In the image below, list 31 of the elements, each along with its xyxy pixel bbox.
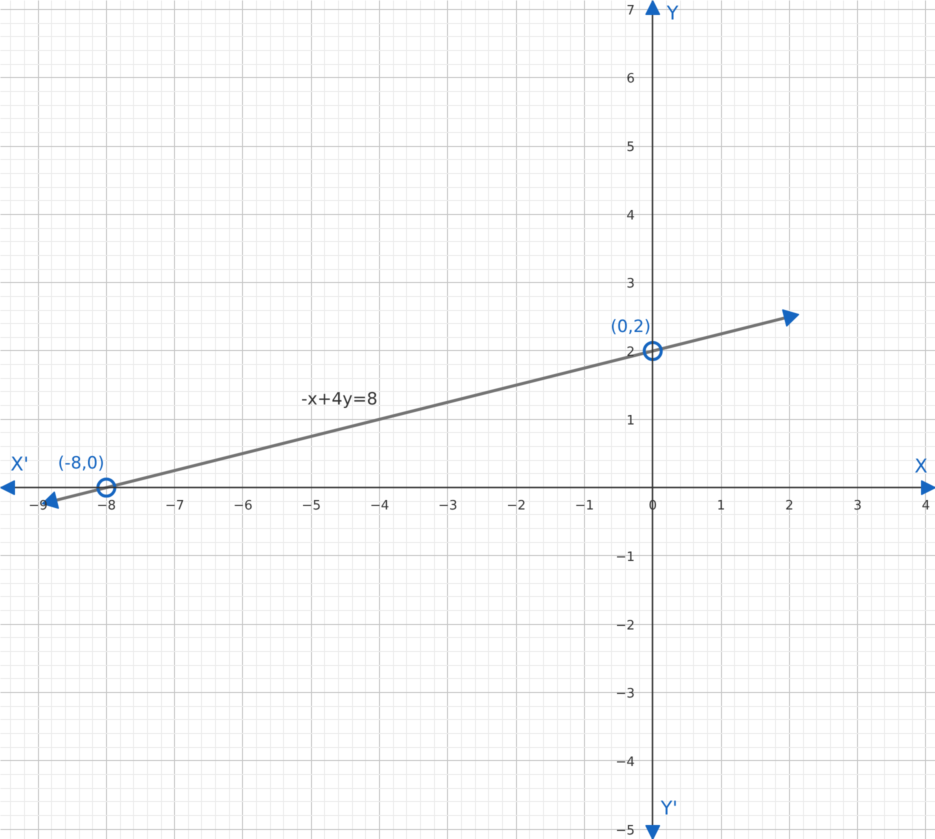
x-tick-label: −9 xyxy=(28,498,48,514)
annotation: (-8,0) xyxy=(58,454,104,474)
y-tick-label: 7 xyxy=(626,3,635,18)
x-tick-label: 1 xyxy=(716,498,726,514)
x-tick-label: −1 xyxy=(574,498,594,514)
series-label: -x+4y=8 xyxy=(301,389,378,410)
y-tick-label: −4 xyxy=(616,754,635,770)
annotation: X' xyxy=(10,454,29,476)
y-tick-label: 4 xyxy=(626,208,635,224)
y-tick-label: −3 xyxy=(616,686,635,702)
x-axis-title: X xyxy=(914,456,928,478)
y-tick-label: 3 xyxy=(626,276,635,292)
x-tick-label: 4 xyxy=(922,498,930,514)
x-tick-label: −4 xyxy=(370,498,390,514)
x-tick-label: −3 xyxy=(438,498,458,514)
x-tick-label: −8 xyxy=(96,498,116,514)
annotation: (0,2) xyxy=(610,316,651,337)
x-tick-label: −5 xyxy=(302,498,321,514)
y-tick-label: −1 xyxy=(616,550,635,565)
x-tick-label: 3 xyxy=(854,498,862,514)
y-tick-label: 6 xyxy=(626,72,635,87)
x-tick-label: −2 xyxy=(506,498,526,514)
x-tick-label: −6 xyxy=(233,498,253,514)
annotation: Y' xyxy=(660,798,678,820)
y-tick-label: 5 xyxy=(626,140,635,156)
y-tick-label: −5 xyxy=(616,823,635,838)
x-tick-label: 2 xyxy=(785,498,794,514)
x-tick-label: −7 xyxy=(165,498,184,514)
y-tick-label: 1 xyxy=(626,413,635,428)
y-axis-title: Y xyxy=(666,2,679,24)
y-tick-label: −2 xyxy=(616,618,635,634)
